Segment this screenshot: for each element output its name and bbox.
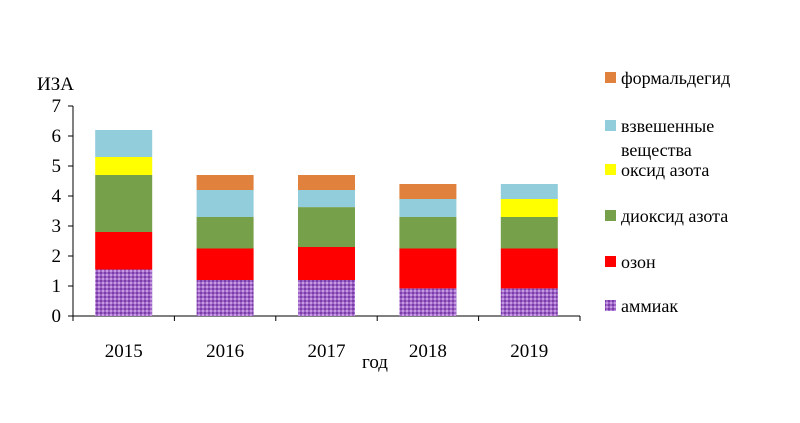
bar-segment	[95, 175, 153, 232]
y-tick-label: 1	[52, 276, 62, 297]
y-tick-label: 5	[52, 156, 62, 177]
x-tick-label: 2018	[409, 341, 447, 362]
bar-segment	[196, 190, 254, 217]
x-tick-label: 2015	[105, 341, 143, 362]
bar-segment	[500, 217, 558, 249]
bar-segment	[298, 190, 355, 208]
legend-label: озон	[621, 252, 656, 272]
bar-segment	[95, 232, 153, 270]
legend-swatch	[605, 120, 616, 131]
legend-label: диоксид азота	[621, 206, 728, 226]
bar-segment	[399, 217, 457, 249]
legend-label: аммиак	[621, 296, 678, 316]
x-tick-label: 2017	[308, 341, 346, 362]
y-tick-label: 6	[52, 126, 62, 147]
bar-segment	[500, 288, 558, 316]
bar-segment	[298, 247, 355, 280]
y-tick-label: 0	[52, 306, 62, 327]
bar-segment	[95, 157, 153, 175]
bar-segment	[500, 184, 558, 199]
legend-swatch	[605, 164, 616, 175]
bars	[95, 130, 558, 316]
y-tick-label: 4	[52, 186, 62, 207]
legend-label: вещества	[621, 140, 692, 160]
bar-segment	[196, 248, 254, 280]
x-tick-label: 2016	[206, 341, 244, 362]
x-tick-label: 2019	[510, 341, 548, 362]
legend-label: оксид азота	[621, 160, 709, 180]
y-axis-title: ИЗА	[37, 74, 74, 95]
bar-segment	[196, 217, 254, 249]
bar-segment	[95, 130, 153, 157]
bar-segment	[399, 184, 457, 199]
bar-segment	[196, 280, 254, 316]
bar-segment	[500, 199, 558, 217]
bar-segment	[298, 175, 355, 190]
legend-swatch	[605, 72, 616, 83]
y-tick-label: 7	[52, 96, 62, 117]
y-tick-label: 2	[52, 246, 62, 267]
y-tick-label: 3	[52, 216, 62, 237]
bar-segment	[298, 207, 355, 247]
legend-swatch	[605, 210, 616, 221]
legend-swatch	[605, 300, 616, 311]
bar-segment	[500, 248, 558, 289]
legend-swatch	[605, 256, 616, 267]
bar-segment	[399, 199, 457, 217]
legend-label: взвешенные	[621, 116, 714, 136]
legend-label: формальдегид	[621, 68, 730, 88]
bar-segment	[95, 269, 153, 316]
bar-segment	[399, 248, 457, 289]
bar-segment	[196, 175, 254, 190]
bar-segment	[298, 280, 355, 316]
x-axis-title: год	[362, 352, 388, 373]
bar-segment	[399, 288, 457, 316]
